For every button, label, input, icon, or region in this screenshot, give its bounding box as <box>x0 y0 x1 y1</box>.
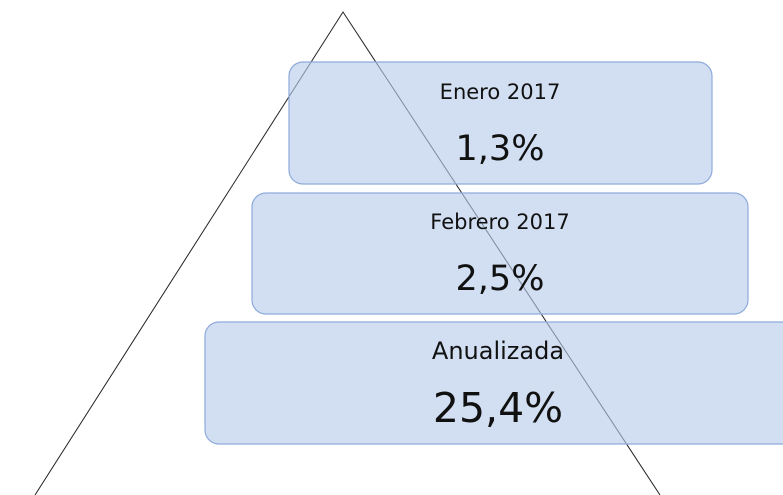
node: Febrero 2017 2,5% <box>251 192 749 315</box>
node-label: Enero 2017 <box>440 80 561 104</box>
node-box <box>251 192 749 315</box>
node-value: 2,5% <box>456 259 545 299</box>
node-label: Febrero 2017 <box>430 210 569 234</box>
node-box <box>288 61 713 185</box>
node-value: 25,4% <box>433 384 563 432</box>
node-label: Anualizada <box>432 337 564 365</box>
node-value: 1,3% <box>456 129 545 169</box>
node: Anualizada 25,4% <box>204 321 783 445</box>
node-box <box>204 321 783 445</box>
node: Enero 2017 1,3% <box>288 61 713 185</box>
